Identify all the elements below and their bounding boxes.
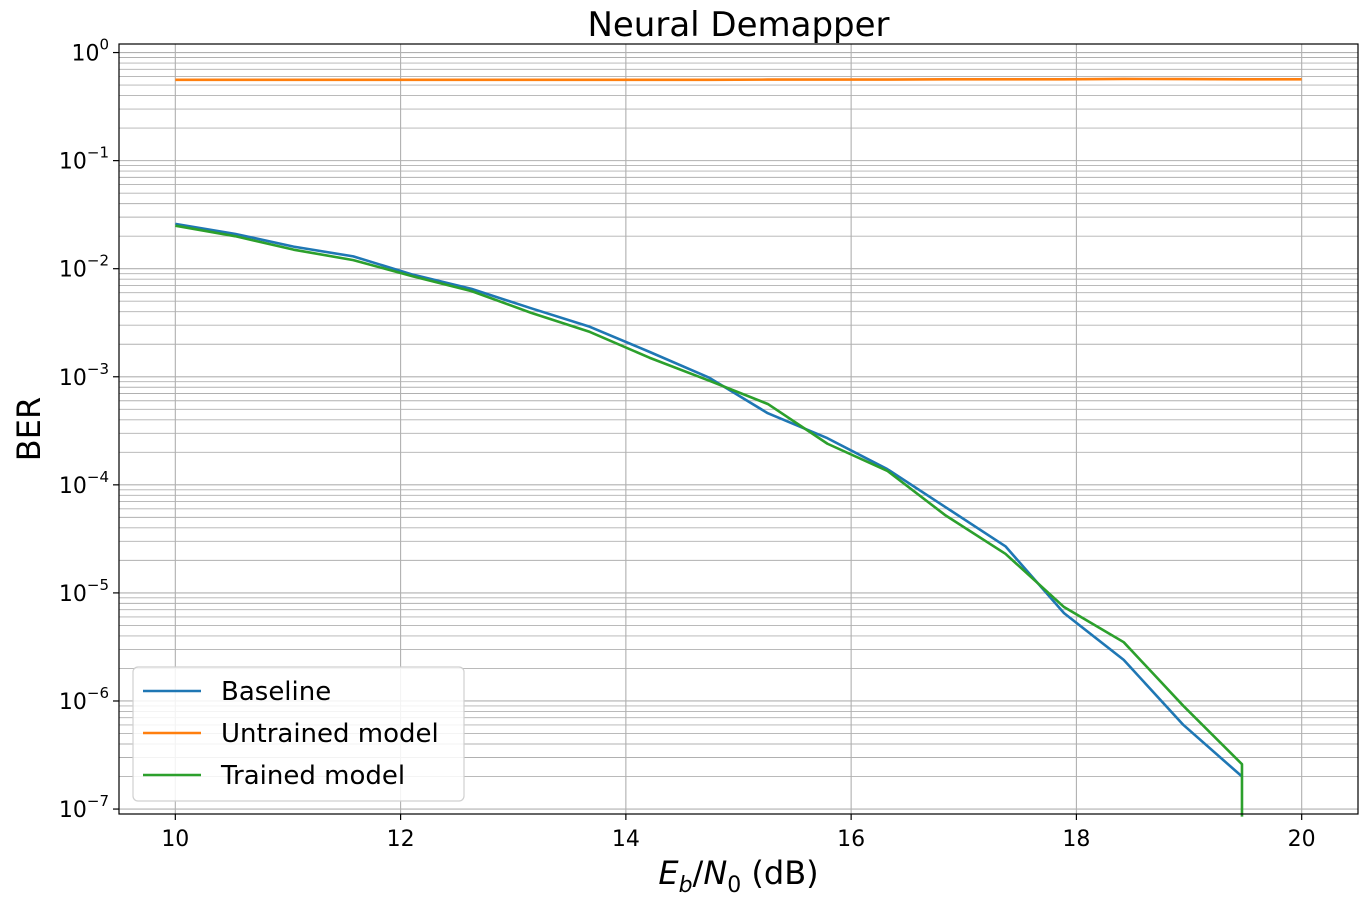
series-line-2 xyxy=(175,77,1302,82)
plot-frame xyxy=(118,43,1359,815)
tick-layer: 10 12 14 16 18 20 10−7 10−6 10−5 10−4 10−3 10−2 10−1… xyxy=(59,36,1316,852)
x-label-n: N xyxy=(703,854,727,892)
y-tick-label: 10−1 xyxy=(59,144,109,175)
series-layer xyxy=(175,77,1302,817)
chart-title: Neural Demapper xyxy=(587,5,889,45)
y-tick-label: 100 xyxy=(71,36,109,67)
y-tick-label: 10−7 xyxy=(59,792,109,823)
legend-label-1: Baseline xyxy=(221,677,331,707)
x-tick-label: 20 xyxy=(1288,827,1316,852)
x-label-suffix: (dB) xyxy=(741,854,818,892)
legend: Baseline Untrained model Trained model xyxy=(132,666,465,802)
legend-label-2: Untrained model xyxy=(221,719,439,749)
y-tick-label: 10−5 xyxy=(59,576,109,607)
y-tick-label: 10−6 xyxy=(59,684,109,715)
x-label-e-subscript: b xyxy=(679,873,693,898)
legend-box xyxy=(132,666,465,802)
series-line-3 xyxy=(175,224,1244,817)
x-tick-label: 16 xyxy=(837,827,865,852)
y-tick-label: 10−3 xyxy=(59,360,109,391)
y-axis-label: BER xyxy=(10,397,48,461)
x-tick-label: 10 xyxy=(161,827,189,852)
x-tick-label: 18 xyxy=(1062,827,1090,852)
y-tick-label: 10−4 xyxy=(59,468,109,499)
x-label-n-subscript: 0 xyxy=(727,873,741,898)
x-axis-label: Eb/N0 (dB) xyxy=(658,854,818,898)
series-line-1 xyxy=(175,222,1243,778)
legend-label-3: Trained model xyxy=(220,761,405,791)
y-tick-label: 10−2 xyxy=(59,252,109,283)
x-tick-label: 12 xyxy=(387,827,415,852)
x-tick-label: 14 xyxy=(612,827,640,852)
x-label-slash: / xyxy=(693,854,704,892)
x-label-e: E xyxy=(658,854,679,892)
